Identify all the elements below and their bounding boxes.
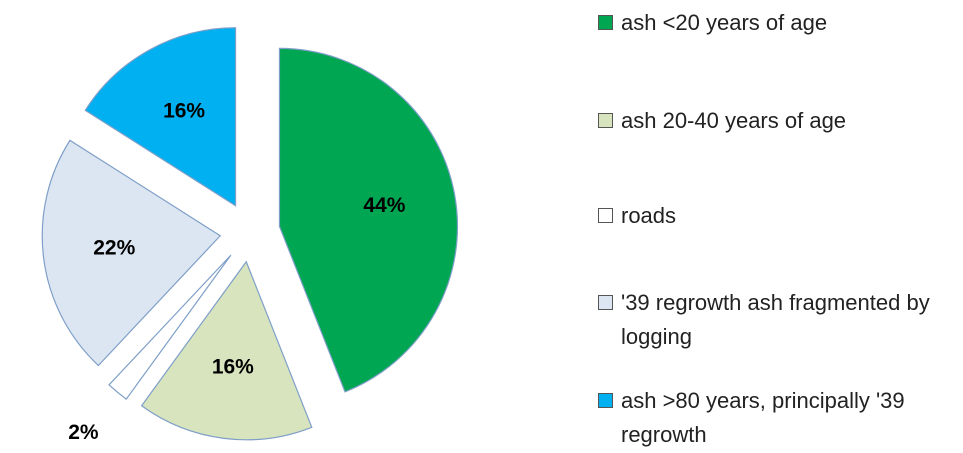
pie-slice [140,260,313,441]
legend-item: ash <20 years of age [598,6,951,40]
data-label: 16% [163,100,205,123]
legend-item: '39 regrowth ash fragmented by logging [598,286,951,354]
data-label: 22% [93,237,135,260]
legend-item: roads [598,199,951,233]
pie-slice [108,254,232,400]
legend-swatch [598,208,613,223]
legend-label: roads [621,203,677,228]
legend-item: ash >80 years, principally '39 regrowth [598,384,951,452]
data-label: 2% [68,421,99,444]
pie-slice [84,27,237,207]
data-label: 44% [363,194,405,217]
data-label: 16% [212,355,254,378]
pie-area: 44% 16% 2% 22% 16% [41,27,459,444]
legend-swatch [598,295,613,310]
legend-swatch [598,393,613,408]
legend-label: ash 20-40 years of age [621,108,847,133]
legend-label: ash <20 years of age [621,10,828,35]
pie-slice [278,47,459,393]
legend-swatch [598,113,613,128]
legend-item: ash 20-40 years of age [598,104,951,138]
legend-label: ash >80 years, principally '39 regrowth [621,388,905,447]
legend-label: '39 regrowth ash fragmented by logging [621,290,930,349]
pie-slice [41,139,222,367]
legend-swatch [598,15,613,30]
